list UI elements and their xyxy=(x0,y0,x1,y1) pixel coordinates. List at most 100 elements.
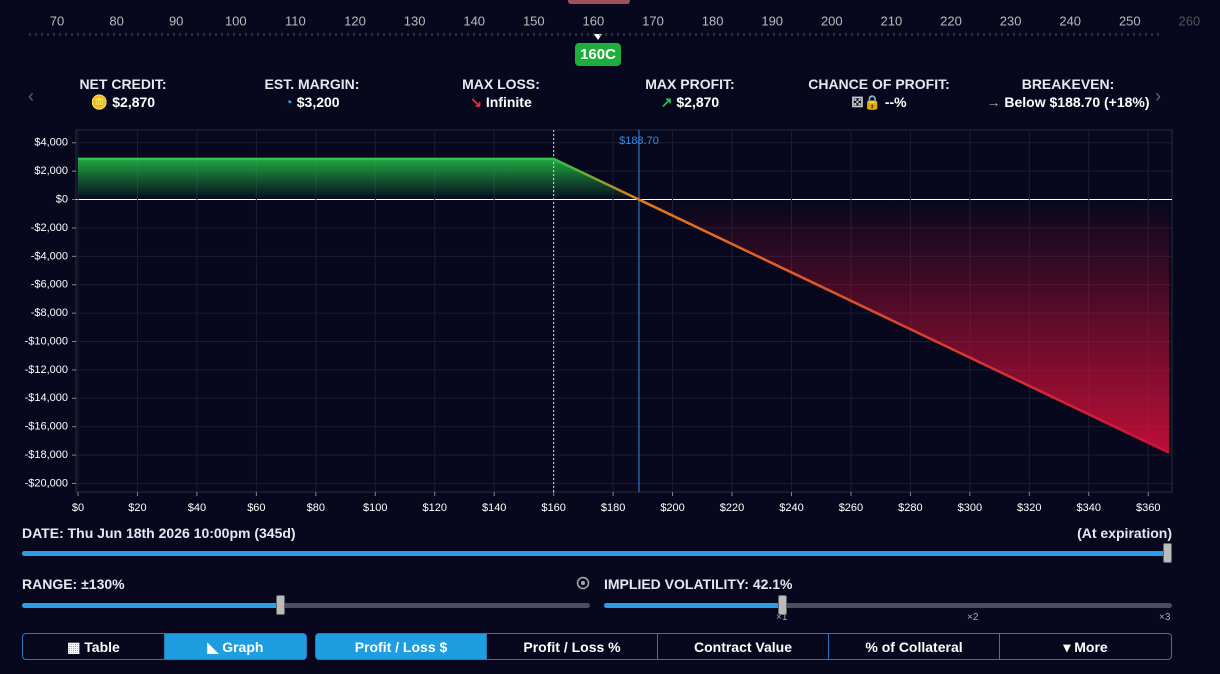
ruler-tick-label: 210 xyxy=(881,13,903,28)
stat-value: --% xyxy=(884,94,907,110)
x-tick-label: $360 xyxy=(1136,502,1160,514)
collateral-button[interactable]: % of Collateral xyxy=(828,633,1000,660)
date-slider[interactable] xyxy=(1163,543,1172,563)
ruler-tick-label: 240 xyxy=(1059,13,1081,28)
pl-percent-button[interactable]: Profit / Loss % xyxy=(486,633,658,660)
ruler-pointer xyxy=(594,34,602,40)
range-slider[interactable] xyxy=(276,595,285,615)
stat: NET CREDIT: 🪙 $2,870 xyxy=(28,76,218,111)
y-tick-label: -$8,000 xyxy=(31,307,68,319)
x-tick-label: $80 xyxy=(307,502,325,514)
y-tick-label: -$16,000 xyxy=(25,421,68,433)
stat-label: EST. MARGIN: xyxy=(264,76,360,92)
y-tick-label: $0 xyxy=(56,193,68,205)
ruler-tick-label: 90 xyxy=(169,13,183,28)
iv-mark: ×2 xyxy=(967,612,979,623)
pl-dollar-button[interactable]: Profit / Loss $ xyxy=(315,633,487,660)
strike-badge-label: 160C xyxy=(580,46,616,63)
next-arrow[interactable]: › xyxy=(1155,86,1161,106)
x-tick-label: $20 xyxy=(128,502,146,514)
iv-mark: ×1 xyxy=(776,612,788,623)
x-tick-label: $340 xyxy=(1077,502,1101,514)
stat-icon: ↘ xyxy=(470,94,486,110)
ruler-tick-label: 110 xyxy=(285,13,306,28)
y-tick-label: $2,000 xyxy=(34,165,68,177)
prev-arrow[interactable]: ‹ xyxy=(28,86,34,106)
stat-label: CHANCE OF PROFIT: xyxy=(808,76,950,92)
strike-badge[interactable] xyxy=(575,43,621,66)
ruler-tick-label: 140 xyxy=(463,13,485,28)
range-fill xyxy=(22,603,280,608)
y-tick-label: -$2,000 xyxy=(31,222,68,234)
ruler-tick-label: 200 xyxy=(821,13,843,28)
stat: BREAKEVEN: → Below $188.70 (+18%) xyxy=(973,76,1163,110)
pl-chart: $4,000 $2,000 $0 -$2,000 -$4,000 -$6,000 -$8,0… xyxy=(25,129,1173,514)
ruler-tick-label: 170 xyxy=(642,13,664,28)
ruler-tick-label: 180 xyxy=(702,13,724,28)
ruler-tick-label: 160 xyxy=(583,13,605,28)
y-tick-label: -$12,000 xyxy=(25,364,68,376)
strike-ruler: 160C 70 80 90 100 110 120 130 140 150 160 170 180 19… xyxy=(29,0,1201,66)
iv-slider[interactable] xyxy=(778,595,787,615)
stat-label: MAX LOSS: xyxy=(462,76,540,92)
date-fill xyxy=(22,551,1168,556)
range-row: RANGE: ±130% xyxy=(22,576,125,592)
stat-icon: ◔ xyxy=(284,94,297,110)
ruler-tick-label: 260 xyxy=(1179,13,1201,28)
y-tick-label: -$4,000 xyxy=(31,250,68,262)
stat-icon: 🪙 xyxy=(90,94,113,110)
x-tick-label: $180 xyxy=(601,502,625,514)
stat: MAX LOSS: ↘ Infinite xyxy=(406,76,596,111)
ruler-tab xyxy=(568,0,630,4)
x-tick-label: $280 xyxy=(898,502,922,514)
stat: MAX PROFIT: ↗ $2,870 xyxy=(595,76,785,111)
plot-area xyxy=(75,129,1173,493)
iv-fill xyxy=(604,603,782,608)
x-tick-label: $300 xyxy=(958,502,982,514)
pl-line xyxy=(78,157,1170,454)
stat-value-row: 🪙 $2,870 xyxy=(28,94,218,111)
stat-label: BREAKEVEN: xyxy=(1021,76,1115,92)
iv-label: IMPLIED VOLATILITY: xyxy=(604,576,749,592)
ruler-tick-label: 70 xyxy=(50,13,64,28)
x-tick-label: $0 xyxy=(72,502,84,514)
stat-value-row: ◔ $3,200 xyxy=(217,94,407,110)
range-track xyxy=(22,603,590,608)
graph-button[interactable]: ◣ Graph xyxy=(164,633,307,660)
stat-value-row: → Below $188.70 (+18%) xyxy=(973,94,1163,110)
range-value: ±130% xyxy=(81,576,125,592)
x-tick-label: $40 xyxy=(188,502,206,514)
iv-icon[interactable] xyxy=(576,576,592,592)
ruler-tick-label: 250 xyxy=(1119,13,1141,28)
stat-icon: ⚄🔒 xyxy=(851,94,885,110)
stat-value-row: ↗ $2,870 xyxy=(595,94,785,111)
stat-value-row: ↘ Infinite xyxy=(406,94,596,111)
table-button[interactable]: ▦ Table xyxy=(22,633,165,660)
more-button[interactable]: ▾ More xyxy=(999,633,1172,660)
x-tick-label: $160 xyxy=(541,502,565,514)
stat-value: Infinite xyxy=(485,94,532,110)
stat-value: $3,200 xyxy=(296,94,340,110)
iv-track xyxy=(604,603,1172,608)
range-label: RANGE: xyxy=(22,576,78,592)
contract-value-button[interactable]: Contract Value xyxy=(657,633,829,660)
ruler-tick-label: 190 xyxy=(761,13,783,28)
stat-icon: → xyxy=(986,94,1005,110)
stat: EST. MARGIN: ◔ $3,200 xyxy=(217,76,407,110)
stat-value: $2,870 xyxy=(112,94,156,110)
ruler-tick-label: 220 xyxy=(940,13,962,28)
stat-icon: ↗ xyxy=(660,94,677,110)
x-tick-label: $240 xyxy=(779,502,803,514)
date-row: DATE: Thu Jun 18th 2026 10:00pm (345d) xyxy=(22,525,296,541)
y-tick-label: $4,000 xyxy=(34,137,68,149)
y-tick-label: -$6,000 xyxy=(31,279,68,291)
iv-value: 42.1% xyxy=(752,576,793,592)
ruler-tick-label: 120 xyxy=(344,13,366,28)
breakeven-label: $188.70 xyxy=(619,135,659,147)
iv-row: IMPLIED VOLATILITY: 42.1% xyxy=(604,576,793,592)
x-tick-label: $200 xyxy=(660,502,684,514)
x-tick-label: $120 xyxy=(422,502,446,514)
ruler-tick-label: 130 xyxy=(404,13,426,28)
stat-label: MAX PROFIT: xyxy=(645,76,735,92)
